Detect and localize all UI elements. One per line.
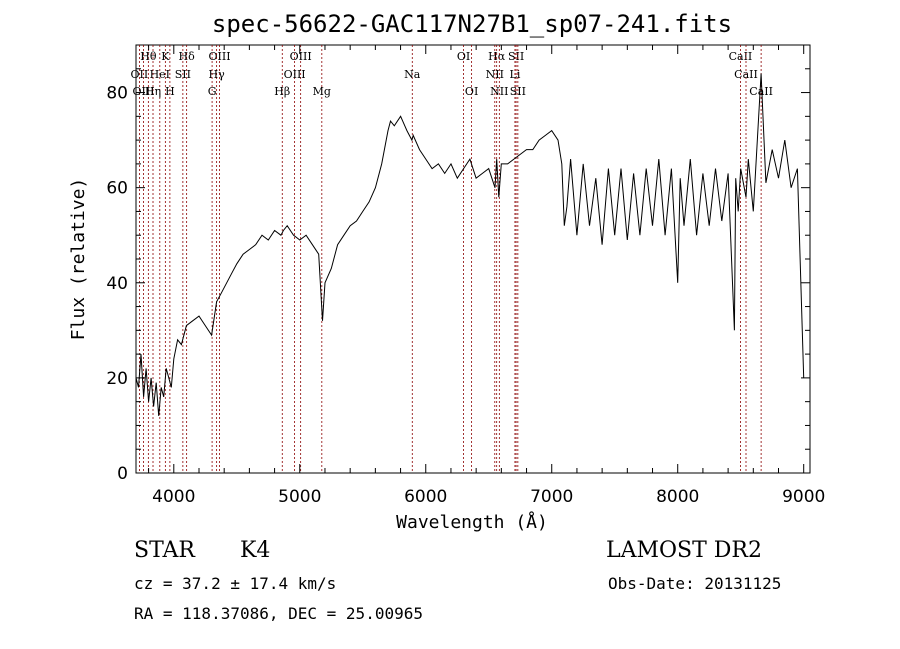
line-marker-label: G [208,85,217,98]
survey-name: LAMOST DR2 [606,538,762,563]
line-marker-label: Hβ [274,85,290,98]
axis-ticks: 4000 5000 6000 7000 8000 9000 0 20 40 60 80 [106,45,825,507]
y-tick-label: 40 [106,274,128,294]
y-tick-label: 80 [106,84,128,104]
line-marker-label: OIII [284,68,306,81]
x-tick-label: 6000 [404,487,447,507]
line-marker-label: SII [175,68,191,81]
x-tick-label: 9000 [782,487,825,507]
line-marker-label: SII [508,50,524,63]
line-marker-label: Hα [488,50,506,63]
object-subclass: K4 [240,538,271,563]
object-type: STAR [134,538,195,563]
line-marker-label: OIII [133,85,155,98]
y-axis-label: Flux (relative) [68,178,89,341]
y-tick-label: 0 [117,464,128,484]
y-tick-label: 20 [106,369,128,389]
line-marker-label: OIII [208,50,230,63]
y-tick-label: 60 [106,179,128,199]
line-marker-label: SII [510,85,526,98]
line-marker-label: NII [486,68,504,81]
line-marker-label: Na [404,68,421,81]
line-marker-label: Mg [313,85,331,98]
line-marker-label: Hγ [209,68,226,81]
x-tick-label: 5000 [278,487,321,507]
line-marker-label: CaII [734,68,758,81]
line-marker-label: CaII [749,85,773,98]
chart-title: spec-56622-GAC117N27B1_sp07-241.fits [212,10,732,38]
x-tick-label: 8000 [656,487,699,507]
line-marker-label: OIII [290,50,312,63]
line-marker-label: H [165,85,175,98]
line-marker-label: OI [457,50,470,63]
line-marker-label: NII [490,85,508,98]
x-tick-label: 7000 [530,487,573,507]
obs-date: Obs-Date: 20131125 [608,574,782,593]
line-marker-label: OI [465,85,478,98]
line-marker-label: HeI [150,68,170,81]
coordinates: RA = 118.37086, DEC = 25.00965 [134,604,423,623]
line-marker-label: Hθ [140,50,157,63]
line-marker-label: Li [510,68,521,81]
line-marker-label: Hη [145,85,161,98]
plot-frame [135,44,811,474]
x-tick-label: 4000 [152,487,195,507]
spectrum-line [135,73,805,416]
redshift-readout: cz = 37.2 ± 17.4 km/s [134,574,337,593]
line-marker-label: Hδ [179,50,196,63]
line-marker-label: CaII [729,50,753,63]
line-marker-label: K [161,50,170,63]
x-axis-label: Wavelength (Å) [396,511,548,533]
line-marker-label: OII [131,68,149,81]
